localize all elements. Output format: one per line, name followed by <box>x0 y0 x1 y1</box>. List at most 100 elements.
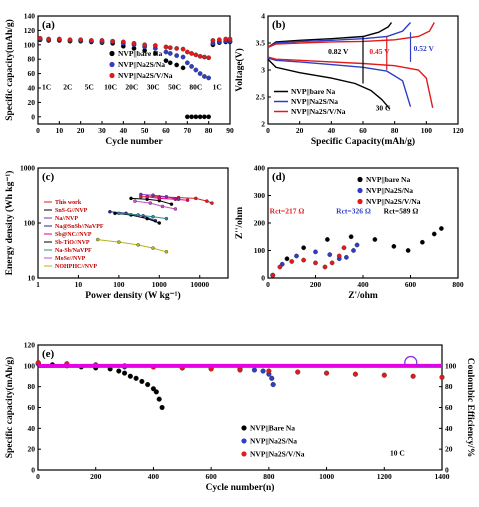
data-point <box>251 367 257 373</box>
legend-label: NOHPHC//NVP <box>55 264 97 270</box>
data-point <box>313 260 318 266</box>
data-point <box>136 213 140 217</box>
data-point <box>151 246 155 250</box>
data-point <box>117 211 121 216</box>
data-point <box>159 404 165 411</box>
legend-label: Sb@NC//NVP <box>55 232 92 238</box>
data-point <box>210 38 216 43</box>
data-point <box>189 51 194 56</box>
legend-label: NVP||Na2S/V/Na <box>250 449 305 458</box>
x-tick-label: 80 <box>391 126 399 135</box>
data-point <box>193 114 199 120</box>
legend-swatch <box>241 451 247 457</box>
x-tick-label: 30 <box>98 126 106 135</box>
data-point <box>145 216 149 221</box>
legend-label: NVP||bare Na <box>291 87 335 96</box>
panel-label: (a) <box>42 19 55 31</box>
data-point <box>145 195 149 199</box>
data-point <box>151 214 155 219</box>
y-tick-label: 20 <box>28 98 36 107</box>
y-tick-label: 80 <box>28 382 36 391</box>
x-tick-label: 1 <box>36 280 40 289</box>
legend-swatch <box>357 198 363 205</box>
x-tick-label: 400 <box>148 472 160 481</box>
data-point <box>202 114 207 120</box>
y-tick-label: 60 <box>28 69 36 78</box>
data-point <box>284 256 290 262</box>
y-axis-label: Energy density (Wh kg⁻¹) <box>4 171 15 276</box>
legend-label: NVP||Na2S/V/Na <box>291 107 346 116</box>
data-point <box>372 237 378 242</box>
data-point <box>197 71 203 76</box>
y-tick-label: 100 <box>24 361 36 370</box>
data-point <box>420 239 425 245</box>
panel-e: 0 200 400 600 800 1000 1200 1400020406080100120… <box>4 341 475 494</box>
panel-label: (e) <box>42 348 55 360</box>
data-point <box>167 60 173 66</box>
y-right-axis-label: Coulombic Efficiency/% <box>465 358 475 457</box>
data-point <box>294 253 299 259</box>
data-point <box>344 255 349 260</box>
data-point <box>78 37 84 43</box>
legend-swatch <box>241 425 247 431</box>
y-right-tick-label: 80 <box>445 382 453 391</box>
data-point <box>354 242 360 248</box>
y-tick-label: 4 <box>261 12 265 21</box>
x-tick-label: 120 <box>452 126 464 135</box>
legend-label: NVP||Na2S/Na <box>366 186 413 195</box>
legend-label: NVP||Na2S/V/Na <box>366 197 421 206</box>
data-point <box>150 386 156 392</box>
data-point <box>329 260 335 266</box>
rct-annotation: Rct=589 Ω <box>384 206 419 215</box>
legend-swatch <box>357 187 363 194</box>
rate-label: 30C <box>147 82 160 91</box>
rate-label: 10C <box>104 82 117 91</box>
legend-label: NVP||bare Na <box>366 175 410 184</box>
data-point <box>67 37 73 43</box>
data-point <box>127 373 133 379</box>
data-point <box>184 49 190 55</box>
data-point <box>206 55 212 61</box>
data-point <box>180 46 186 52</box>
data-point <box>277 264 283 270</box>
x-axis-label: Specific Capacity(mAh/g) <box>311 136 415 147</box>
rate-label: 5C <box>85 82 94 91</box>
legend-swatch <box>241 438 247 444</box>
x-tick-label: 0 <box>36 126 40 135</box>
x-tick-label: 1000 <box>152 280 167 289</box>
rate-label: 20C <box>125 82 138 91</box>
data-point <box>185 198 190 202</box>
data-point <box>348 234 354 240</box>
data-point <box>197 53 203 59</box>
data-point <box>164 250 169 254</box>
legend-swatch <box>109 61 115 68</box>
data-point <box>194 196 198 201</box>
legend-swatch <box>357 176 363 183</box>
legend-label: NVP||Bare Na <box>250 423 295 432</box>
data-point <box>216 37 222 43</box>
data-point <box>301 245 306 251</box>
data-point <box>184 60 190 66</box>
y-tick-label: 100 <box>254 246 266 255</box>
series-line <box>118 212 167 220</box>
x-tick-label: 10000 <box>190 280 209 289</box>
x-tick-label: 0 <box>36 472 40 481</box>
data-point <box>163 58 169 63</box>
y-tick-label: 40 <box>28 84 36 93</box>
data-point <box>193 67 199 73</box>
plot-frame <box>267 167 459 279</box>
x-tick-label: 20 <box>77 126 85 135</box>
data-point <box>301 257 306 263</box>
data-point <box>152 51 158 56</box>
data-point <box>120 39 126 45</box>
y-axis-label: Voltage(V) <box>234 48 245 91</box>
rate-label: 80C <box>189 82 202 91</box>
data-point <box>324 370 330 376</box>
data-point <box>325 237 330 242</box>
series-line <box>134 200 176 210</box>
data-point <box>153 389 159 395</box>
data-point <box>431 231 437 237</box>
voltage-annotation: 30 C <box>376 104 391 113</box>
data-point <box>202 54 207 60</box>
voltage-annotation: 0.52 V <box>414 44 435 53</box>
